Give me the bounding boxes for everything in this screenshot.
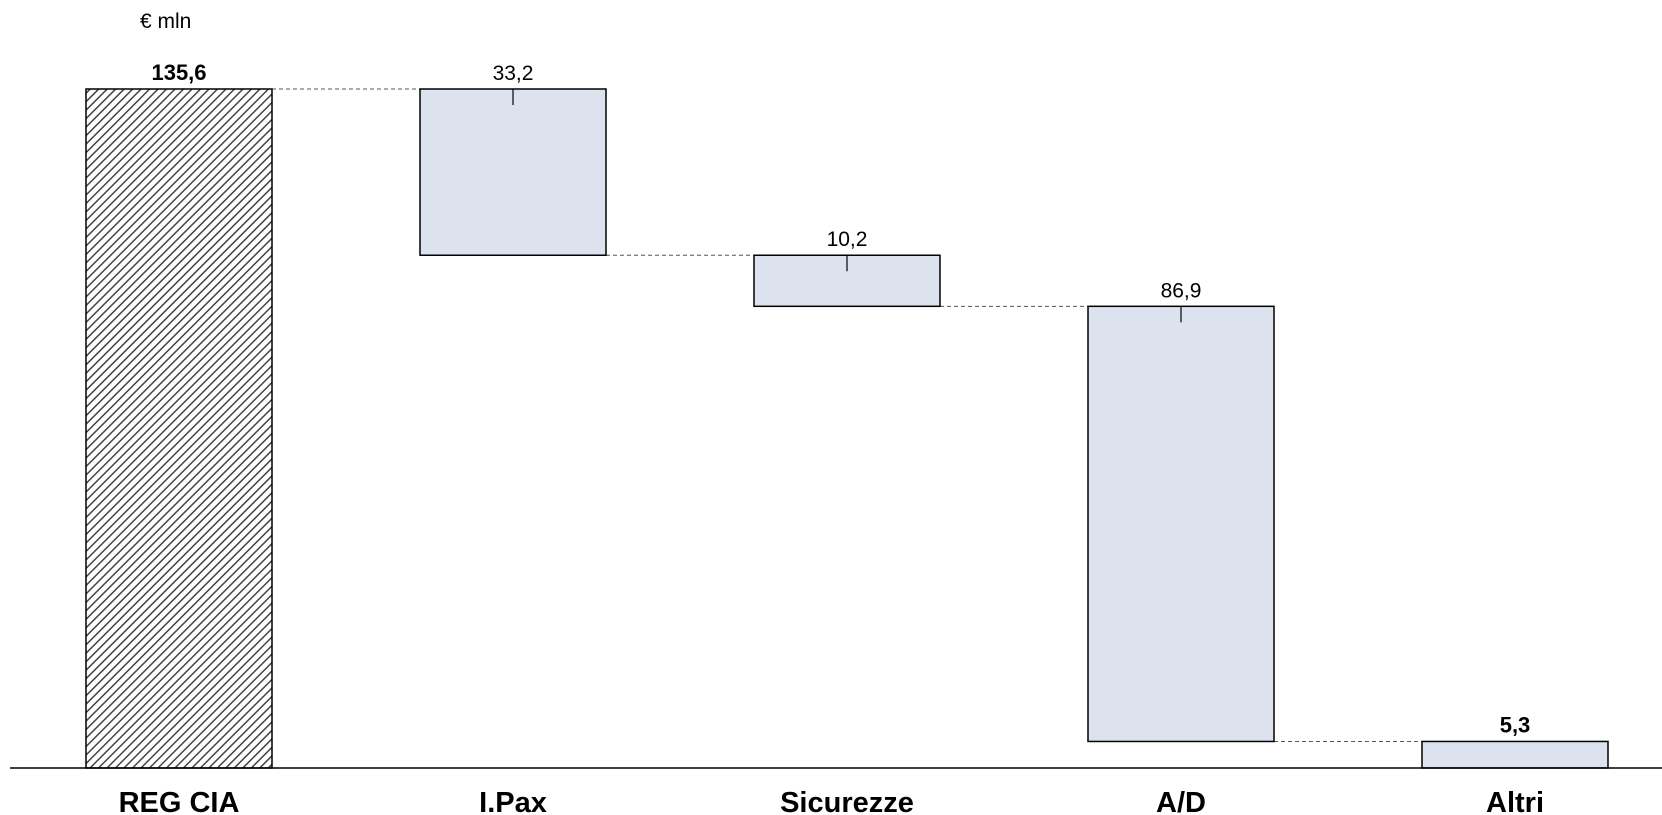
category-label-a-d: A/D [1156,787,1206,815]
value-label-i-pax: 33,2 [493,62,534,85]
connector-lines [272,88,1422,742]
category-label-sicurezze: Sicurezze [780,787,914,815]
value-label-reg-cia: 135,6 [151,60,206,85]
category-labels: REG CIA I.Pax Sicurezze A/D Altri [119,787,1544,815]
unit-label: € mln [140,10,192,33]
bars [85,88,1609,769]
value-labels: 135,6 33,2 10,2 86,9 5,3 [151,60,1530,737]
value-label-altri: 5,3 [1500,712,1531,737]
bar-a-d [1087,305,1275,743]
bar-reg-cia [85,88,273,769]
bar-altri [1421,740,1609,769]
label-ticks [512,89,1182,323]
value-label-a-d: 86,9 [1161,279,1202,302]
value-label-sicurezze: 10,2 [827,228,868,251]
category-label-i-pax: I.Pax [479,787,547,815]
bar-i-pax [419,88,607,256]
category-label-reg-cia: REG CIA [119,787,240,815]
category-label-altri: Altri [1486,787,1544,815]
